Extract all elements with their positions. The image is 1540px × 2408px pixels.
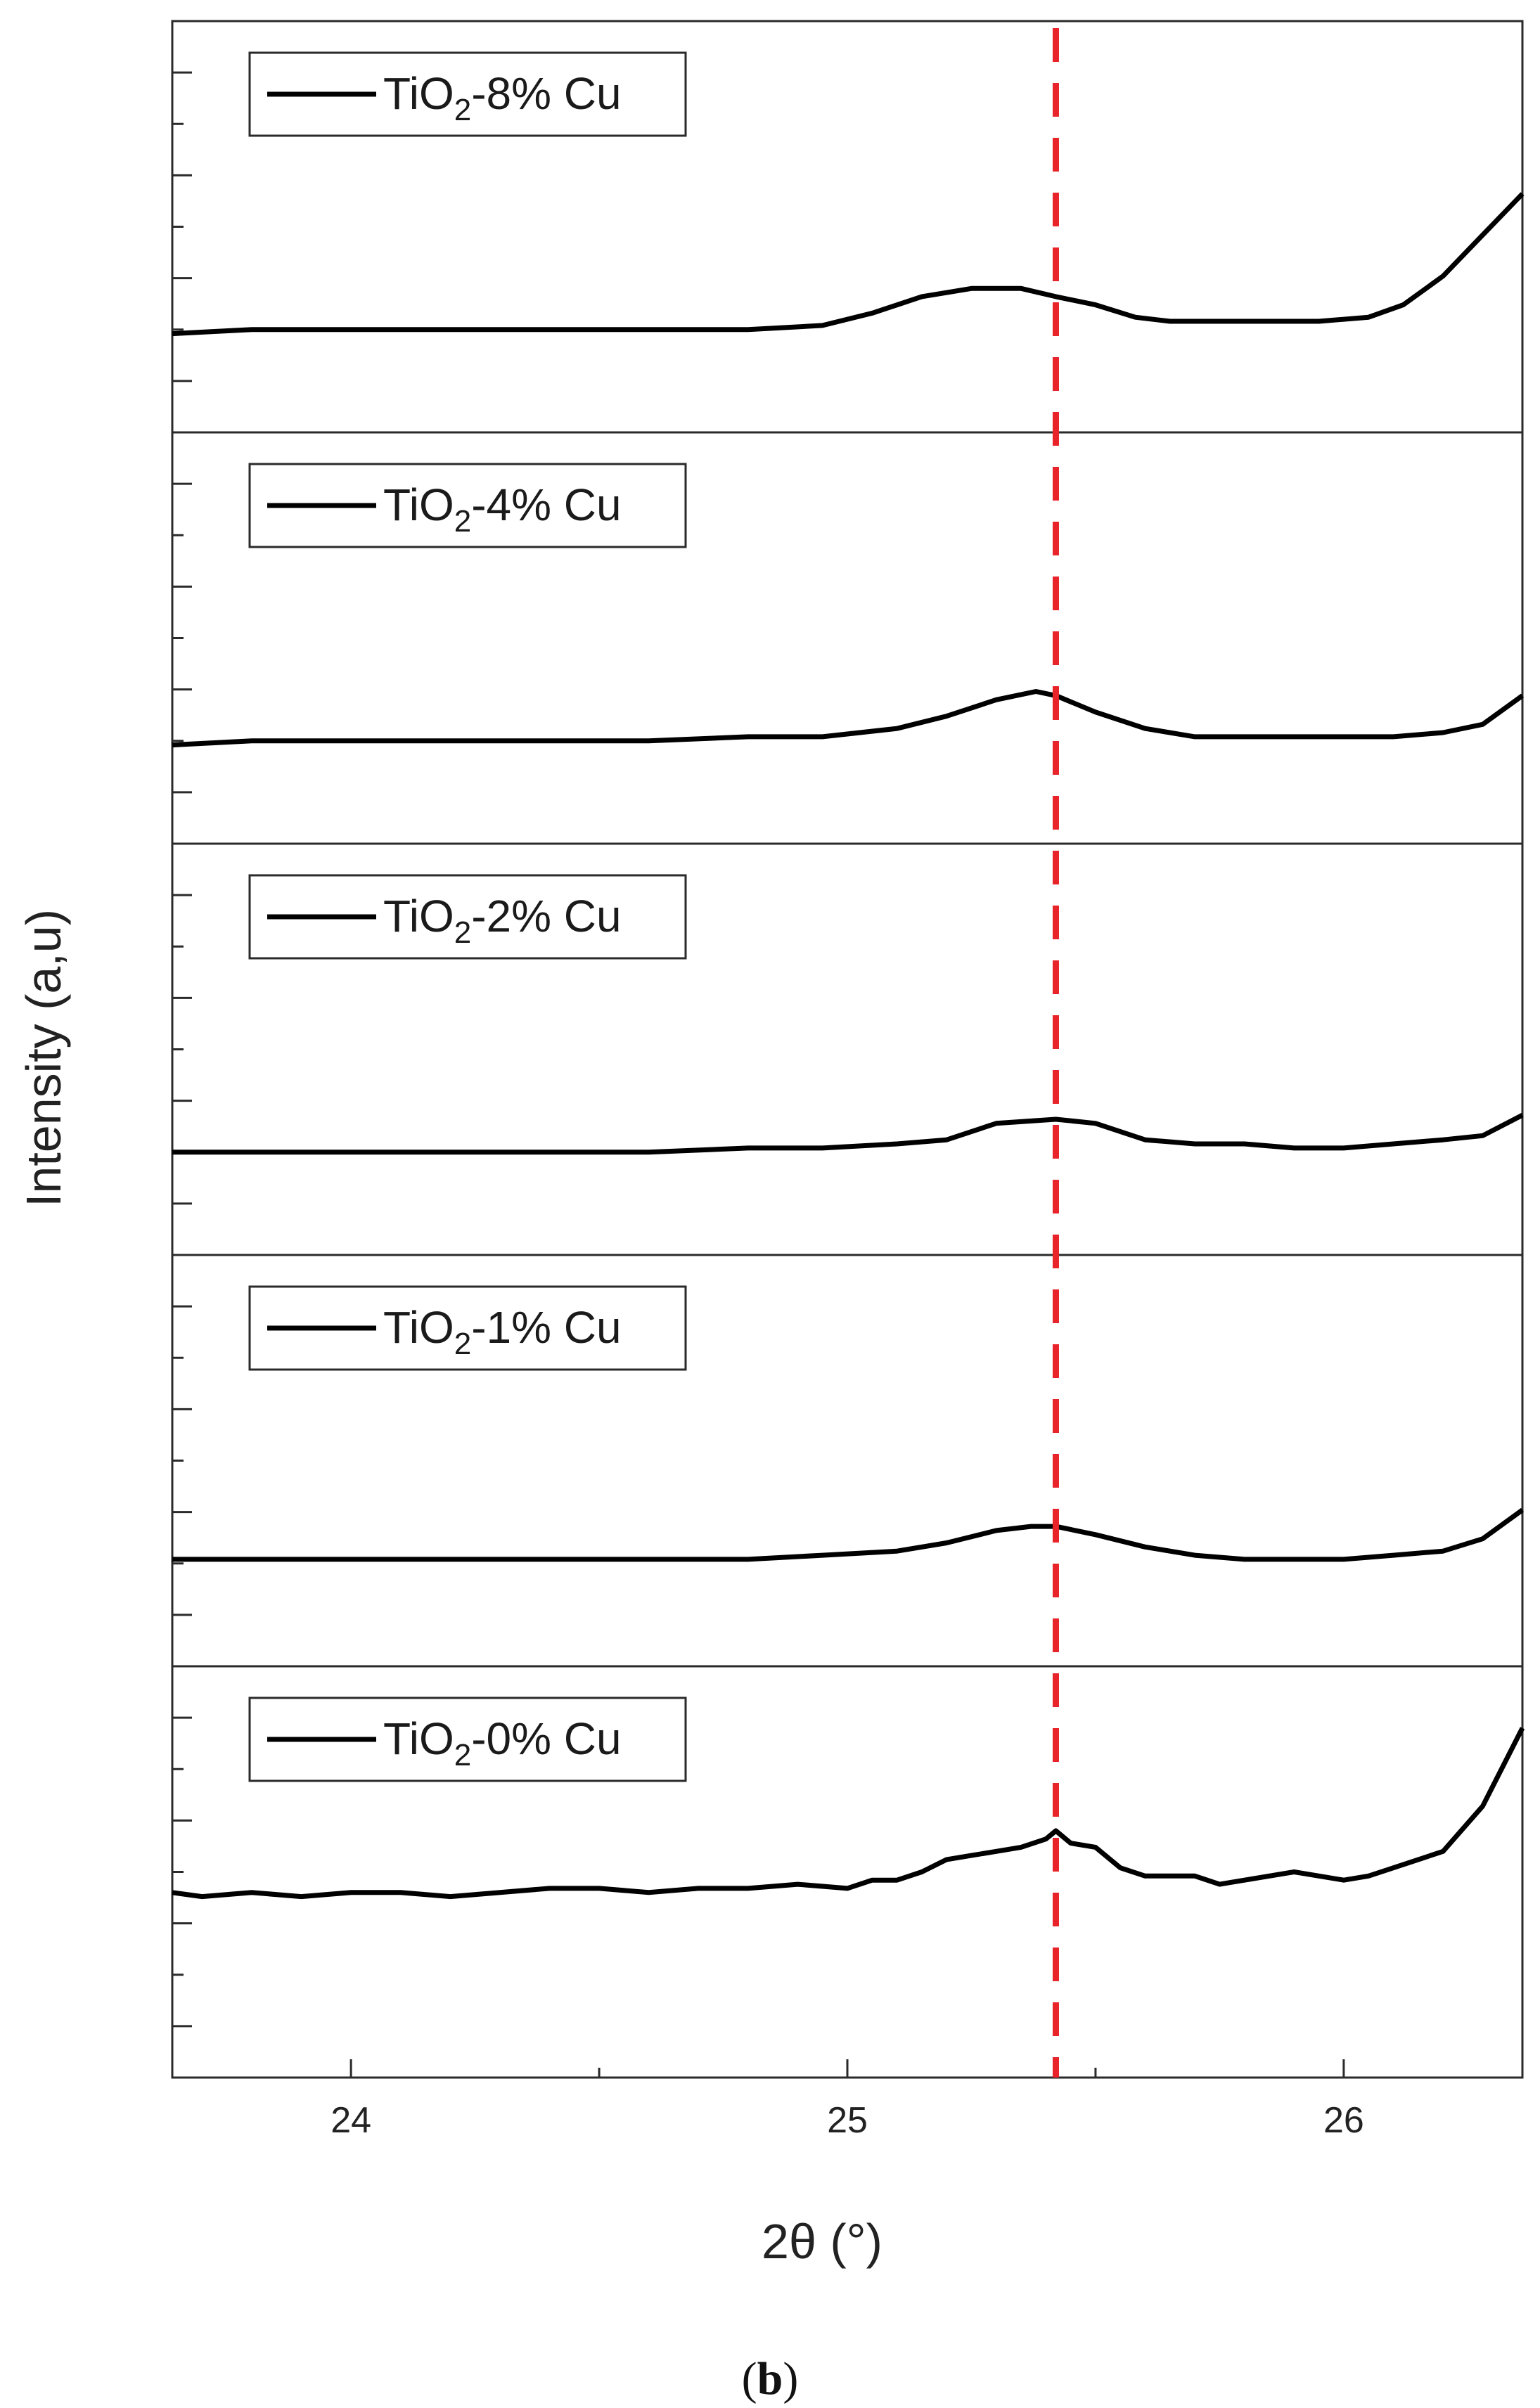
legend-label-base: TiO (383, 479, 454, 530)
panel-1: TiO2-8% Cu (171, 20, 1525, 434)
legend-label-base: TiO (383, 891, 454, 941)
caption-letter: b (757, 2353, 783, 2404)
legend-label-rest: -8% Cu (471, 68, 621, 119)
caption-open: ( (742, 2353, 757, 2404)
legend: TiO2-4% Cu (248, 463, 687, 548)
legend-label-subscript: 2 (454, 504, 471, 539)
legend-label: TiO2-0% Cu (383, 1713, 622, 1772)
legend: TiO2-1% Cu (248, 1285, 687, 1371)
x-tick-label: 24 (331, 2100, 371, 2141)
legend-label-base: TiO (383, 1302, 454, 1353)
panel-3: TiO2-2% Cu (171, 842, 1524, 1256)
x-axis-title: 2θ (°) (762, 2214, 883, 2269)
legend-label-subscript: 2 (454, 1327, 471, 1361)
legend: TiO2-2% Cu (248, 874, 687, 960)
legend-label-rest: -0% Cu (471, 1713, 621, 1764)
legend-label-base: TiO (383, 68, 454, 119)
legend-label-rest: -1% Cu (471, 1302, 621, 1353)
legend-label-subscript: 2 (454, 93, 471, 127)
panel-4: TiO2-1% Cu (171, 1254, 1525, 1668)
series-line (172, 192, 1525, 337)
panel-2: TiO2-4% Cu (171, 431, 1525, 845)
legend-label-subscript: 2 (454, 1738, 471, 1772)
legend-label-base: TiO (383, 1713, 454, 1764)
legend: TiO2-0% Cu (248, 1696, 687, 1782)
x-tick-label: 26 (1323, 2100, 1364, 2141)
legend-label: TiO2-2% Cu (383, 891, 622, 950)
x-axis: 24 25 26 (331, 2059, 1364, 2141)
legend-label: TiO2-1% Cu (383, 1302, 622, 1361)
legend-label-subscript: 2 (454, 915, 471, 950)
x-tick-label: 25 (827, 2100, 868, 2141)
caption-close: ) (783, 2353, 798, 2404)
legend-label: TiO2-8% Cu (383, 68, 622, 127)
legend-label: TiO2-4% Cu (383, 479, 622, 539)
y-axis-title: Intensity (a,u) (16, 909, 71, 1207)
legend: TiO2-8% Cu (248, 51, 687, 137)
series-line (172, 1112, 1524, 1155)
series-line (172, 1507, 1525, 1562)
figure-caption: (b) (742, 2353, 799, 2404)
series-line (172, 689, 1525, 748)
series-line (172, 1727, 1525, 1900)
legend-label-rest: -4% Cu (471, 479, 621, 530)
legend-label-rest: -2% Cu (471, 891, 621, 941)
panel-5: TiO2-0% Cu (171, 1665, 1525, 2079)
